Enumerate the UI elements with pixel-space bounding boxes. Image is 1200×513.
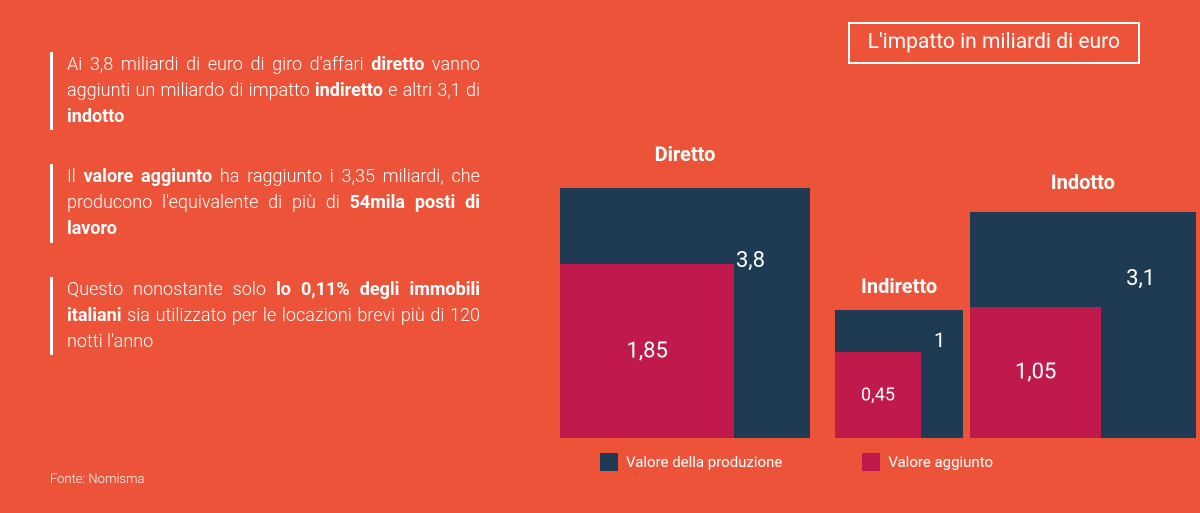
inner-value: 0,45 (861, 384, 895, 405)
outer-value: 1 (934, 328, 945, 352)
legend-item-aggiunto: Valore aggiunto (862, 453, 993, 471)
inner-square: 1,85 (560, 264, 734, 438)
paragraph-1: Ai 3,8 miliardi di euro di giro d'affari… (50, 52, 480, 130)
outer-value: 3,1 (1126, 266, 1155, 291)
legend-label-produzione: Valore della produzione (626, 453, 782, 471)
text-column: Ai 3,8 miliardi di euro di giro d'affari… (50, 52, 480, 389)
chart-group-label: Indotto (970, 170, 1196, 194)
chart-group-label: Indiretto (835, 274, 963, 298)
inner-value: 1,85 (626, 338, 667, 363)
legend-swatch-produzione (600, 453, 618, 471)
source-text: Fonte: Nomisma (50, 472, 144, 487)
legend-item-produzione: Valore della produzione (600, 453, 782, 471)
legend-label-aggiunto: Valore aggiunto (888, 453, 993, 471)
chart-title: L'impatto in miliardi di euro (848, 22, 1140, 64)
legend: Valore della produzione Valore aggiunto (600, 453, 993, 471)
paragraph-3: Questo nonostante solo lo 0,11% degli im… (50, 277, 480, 355)
legend-swatch-aggiunto (862, 453, 880, 471)
chart-group-indotto: Indotto3,11,05 (970, 212, 1196, 438)
paragraph-2: Il valore aggiunto ha raggiunto i 3,35 m… (50, 164, 480, 242)
inner-square: 0,45 (835, 352, 921, 438)
outer-value: 3,8 (736, 248, 765, 273)
inner-value: 1,05 (1015, 360, 1056, 385)
chart-group-indiretto: Indiretto10,45 (835, 310, 963, 438)
impact-chart: Diretto3,81,85Indiretto10,45Indotto3,11,… (545, 78, 1165, 438)
chart-group-label: Diretto (560, 142, 810, 166)
chart-group-diretto: Diretto3,81,85 (560, 188, 810, 438)
inner-square: 1,05 (970, 307, 1101, 438)
